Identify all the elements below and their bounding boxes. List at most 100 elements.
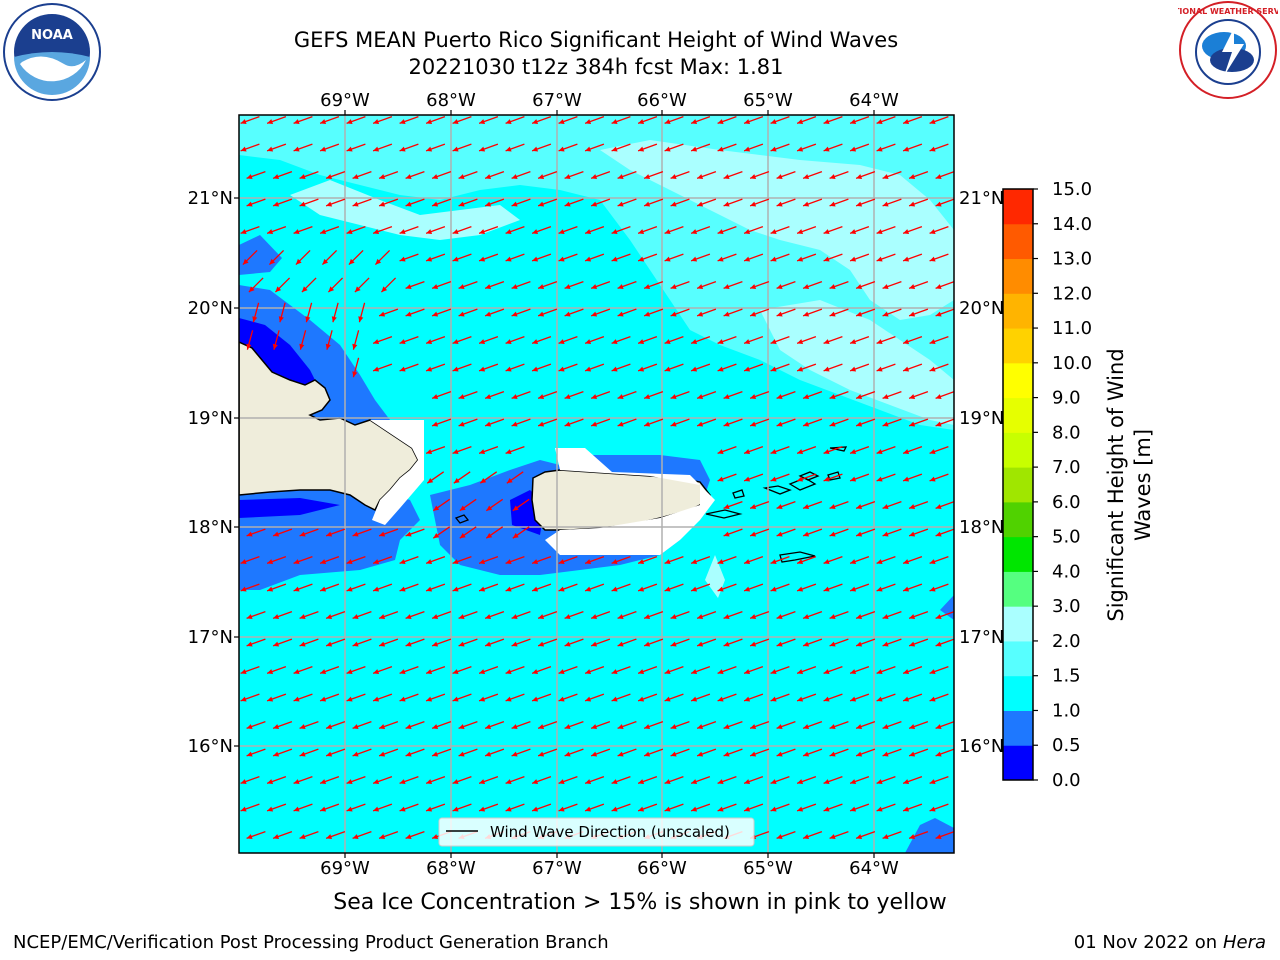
wave-arrow-head (267, 146, 274, 152)
lat-label-left: 21°N (188, 188, 233, 209)
wave-arrow-head (585, 366, 592, 372)
wave-arrow-head (823, 146, 830, 152)
wave-arrow-head (240, 696, 247, 702)
wave-arrow-head (479, 586, 486, 592)
lat-label-right: 18°N (959, 517, 1004, 538)
wave-arrow-head (644, 724, 651, 729)
wave-arrow-head (511, 614, 518, 619)
wave-arrow-head (399, 779, 406, 784)
wave-arrow-head (346, 669, 353, 674)
wave-arrow-head (405, 641, 412, 647)
wave-arrow-head (909, 641, 916, 647)
wave-arrow-head (267, 229, 274, 234)
wave-arrow-head (638, 696, 645, 702)
wave-arrow-head (670, 394, 677, 399)
wave-arrow-head (558, 256, 565, 262)
wave-arrow-head (903, 449, 910, 454)
colorbar-segment (1003, 536, 1033, 572)
noaa-logo: NOAA (3, 3, 101, 101)
wave-arrow-head (823, 779, 830, 784)
wave-arrow-head (717, 229, 724, 234)
wave-arrow-head (670, 751, 677, 757)
island-vieques (705, 509, 743, 519)
wave-arrow-head (273, 531, 280, 537)
wave-arrow-head (717, 696, 724, 702)
wave-arrow-head (670, 641, 677, 647)
wave-arrow-head (326, 751, 333, 757)
map-frame (238, 114, 955, 854)
wave-arrow-head (320, 586, 327, 592)
wave-arrow-head (538, 724, 545, 729)
wave-arrow-head (293, 696, 300, 702)
lon-label-bottom: 65°W (743, 858, 793, 879)
colorbar-tick-label: 6.0 (1052, 492, 1081, 513)
wave-arrow-head (299, 641, 306, 647)
wave-arrow-head (426, 696, 433, 702)
wave-arrow-head (532, 366, 539, 372)
wave-arrow-head (611, 806, 618, 812)
wave-arrow-head (935, 834, 942, 839)
wave-arrow-head (272, 343, 278, 350)
wave-arrow-head (903, 696, 910, 702)
wave-arrow-head (929, 119, 936, 124)
wave-arrow-head (664, 696, 671, 702)
wave-arrow-head (458, 284, 465, 289)
wave-arrow-head (797, 779, 804, 784)
wave-arrow-head (744, 806, 751, 812)
wave-arrow-head (273, 724, 280, 729)
wave-arrow-head (664, 366, 671, 372)
wave-arrow-head (882, 504, 889, 509)
wave-arrow-head (691, 669, 698, 674)
wave-arrow-head (346, 119, 353, 124)
wave-arrow-head (770, 146, 777, 152)
footer-date: 01 Nov 2022 on Hera (1074, 932, 1266, 953)
wave-arrow-head (326, 174, 333, 179)
wave-arrow-head (273, 834, 280, 839)
wave-arrow-head (697, 394, 704, 399)
wave-arrow-head (803, 311, 810, 317)
white-mask-puerto-rico (545, 448, 715, 555)
wave-arrow-head (373, 146, 380, 152)
wave-arrow-head (452, 146, 459, 152)
wave-arrow-head (644, 311, 651, 317)
wave-arrow-head (903, 256, 910, 262)
colorbar-tick-label: 15.0 (1052, 179, 1092, 200)
wave-arrow-head (320, 119, 327, 124)
wave-arrow-head (511, 311, 518, 317)
wave-arrow-head (399, 366, 406, 372)
wave-arrow-head (505, 449, 512, 454)
colorbar-tick-label: 3.0 (1052, 596, 1081, 617)
wave-arrow-head (935, 284, 942, 289)
wave-arrow-head (453, 478, 460, 484)
wave-arrow-head (511, 724, 518, 729)
wave-arrow-head (697, 311, 704, 317)
wave-arrow-head (326, 834, 333, 839)
wave-arrow-head (856, 174, 863, 179)
wave-arrow-head (405, 311, 412, 317)
wave-arrow-head (564, 311, 571, 317)
wave-arrow-head (532, 229, 539, 234)
wave-arrow-head (485, 201, 492, 207)
wave-arrow-head (638, 366, 645, 372)
wave-arrow-head (750, 394, 757, 399)
wave-arrow-head (485, 421, 492, 427)
wave-arrow-head (717, 559, 724, 564)
wave-arrow-head (797, 366, 804, 372)
wave-arrow-head (750, 311, 757, 317)
lat-label-left: 16°N (188, 736, 233, 757)
wave-arrow-head (426, 229, 433, 234)
colorbar-frame (1002, 188, 1034, 781)
wave-arrow-head (479, 119, 486, 124)
wave-arrow-head (273, 751, 280, 757)
wave-arrow-head (399, 339, 406, 344)
colorbar-segment (1003, 223, 1033, 260)
wave-arrow-head (511, 641, 518, 647)
colorbar-segment (1003, 467, 1033, 503)
wave-arrow-head (611, 119, 618, 124)
wave-arrow-head (691, 119, 698, 124)
wave-arrow-head (744, 366, 751, 372)
wave-arrow-head (803, 394, 810, 399)
wave-arrow-head (432, 284, 439, 289)
wave-arrow-head (850, 119, 857, 124)
wave-arrow-head (399, 806, 406, 812)
